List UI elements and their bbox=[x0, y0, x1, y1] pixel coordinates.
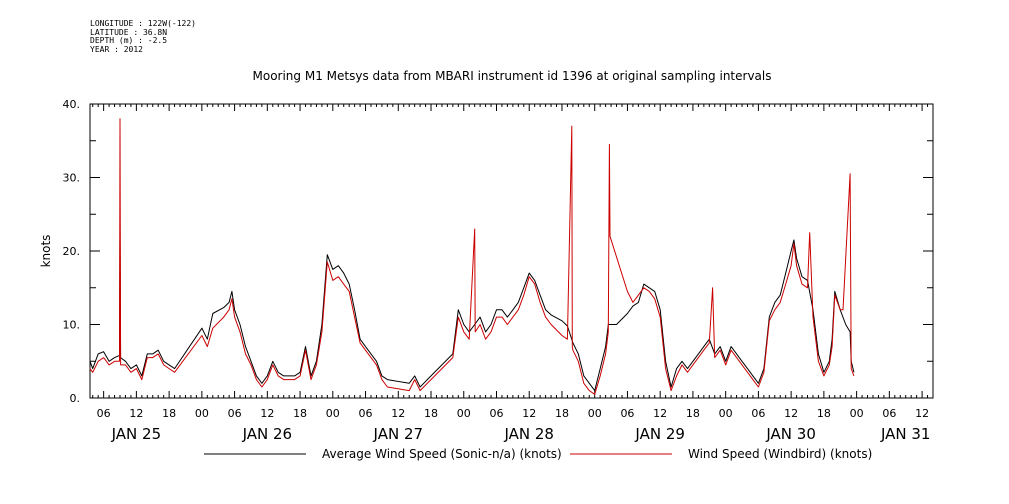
x-tick-label: 12 bbox=[260, 407, 274, 420]
x-tick-label: 06 bbox=[359, 407, 373, 420]
x-tick-label: 12 bbox=[784, 407, 798, 420]
date-label: JAN 27 bbox=[373, 425, 424, 443]
latitude-text: LATITUDE : 36.8N bbox=[90, 27, 168, 37]
legend-label-windbird: Wind Speed (Windbird) (knots) bbox=[688, 447, 872, 461]
series-lines bbox=[89, 118, 855, 395]
date-label: JAN 29 bbox=[634, 425, 685, 443]
x-tick-label: 18 bbox=[424, 407, 438, 420]
y-axis-title: knots bbox=[39, 235, 53, 268]
x-tick-label: 18 bbox=[817, 407, 831, 420]
x-tick-labels: 06 12 18 00 06 12 18 00 06 12 18 00 06 12 18 00 06 12 18 00… bbox=[97, 407, 929, 420]
x-tick-label: 00 bbox=[588, 407, 602, 420]
date-label: JAN 31 bbox=[880, 425, 931, 443]
metadata-block: LONGITUDE : 122W(-122) LATITUDE : 36.8N … bbox=[90, 19, 196, 54]
chart-title: Mooring M1 Metsys data from MBARI instru… bbox=[253, 69, 772, 83]
plot-frame bbox=[89, 103, 934, 399]
x-tick-label: 06 bbox=[882, 407, 896, 420]
y-tick-label: 30. bbox=[63, 172, 81, 185]
x-tick-label: 12 bbox=[915, 407, 929, 420]
x-tick-label: 12 bbox=[522, 407, 536, 420]
x-tick-label: 06 bbox=[751, 407, 765, 420]
x-tick-label: 06 bbox=[228, 407, 242, 420]
y-tick-label: 20. bbox=[63, 245, 81, 258]
x-tick-label: 00 bbox=[195, 407, 209, 420]
x-tick-label: 06 bbox=[489, 407, 503, 420]
x-tick-label: 18 bbox=[162, 407, 176, 420]
y-tick-labels: 0. 10. 20. 30. 40. bbox=[63, 98, 81, 405]
series-windbird-line bbox=[89, 118, 855, 395]
x-tick-label: 18 bbox=[293, 407, 307, 420]
legend-label-average: Average Wind Speed (Sonic-n/a) (knots) bbox=[322, 447, 562, 461]
longitude-text: LONGITUDE : 122W(-122) bbox=[90, 19, 196, 28]
x-tick-label: 12 bbox=[391, 407, 405, 420]
date-label: JAN 25 bbox=[111, 425, 162, 443]
y-tick-label: 10. bbox=[63, 319, 81, 332]
year-text: YEAR : 2012 bbox=[90, 44, 143, 54]
legend: Average Wind Speed (Sonic-n/a) (knots) W… bbox=[204, 447, 872, 461]
x-tick-label: 18 bbox=[555, 407, 569, 420]
x-tick-label: 18 bbox=[686, 407, 700, 420]
date-labels: JAN 25 JAN 26 JAN 27 JAN 28 JAN 29 JAN 30 JAN … bbox=[111, 425, 931, 443]
series-average-line bbox=[89, 235, 855, 392]
date-label: JAN 30 bbox=[765, 425, 816, 443]
x-tick-label: 12 bbox=[129, 407, 143, 420]
x-tick-label: 00 bbox=[326, 407, 340, 420]
y-tick-label: 0. bbox=[70, 392, 81, 405]
x-tick-label: 00 bbox=[719, 407, 733, 420]
date-label: JAN 26 bbox=[242, 425, 293, 443]
x-tick-label: 00 bbox=[457, 407, 471, 420]
x-tick-label: 06 bbox=[97, 407, 111, 420]
x-tick-label: 00 bbox=[850, 407, 864, 420]
x-tick-label: 06 bbox=[620, 407, 634, 420]
depth-text: DEPTH (m) : -2.5 bbox=[90, 36, 168, 45]
y-tick-label: 40. bbox=[63, 98, 81, 111]
axis-ticks bbox=[90, 103, 934, 399]
x-tick-label: 12 bbox=[653, 407, 667, 420]
date-label: JAN 28 bbox=[503, 425, 554, 443]
